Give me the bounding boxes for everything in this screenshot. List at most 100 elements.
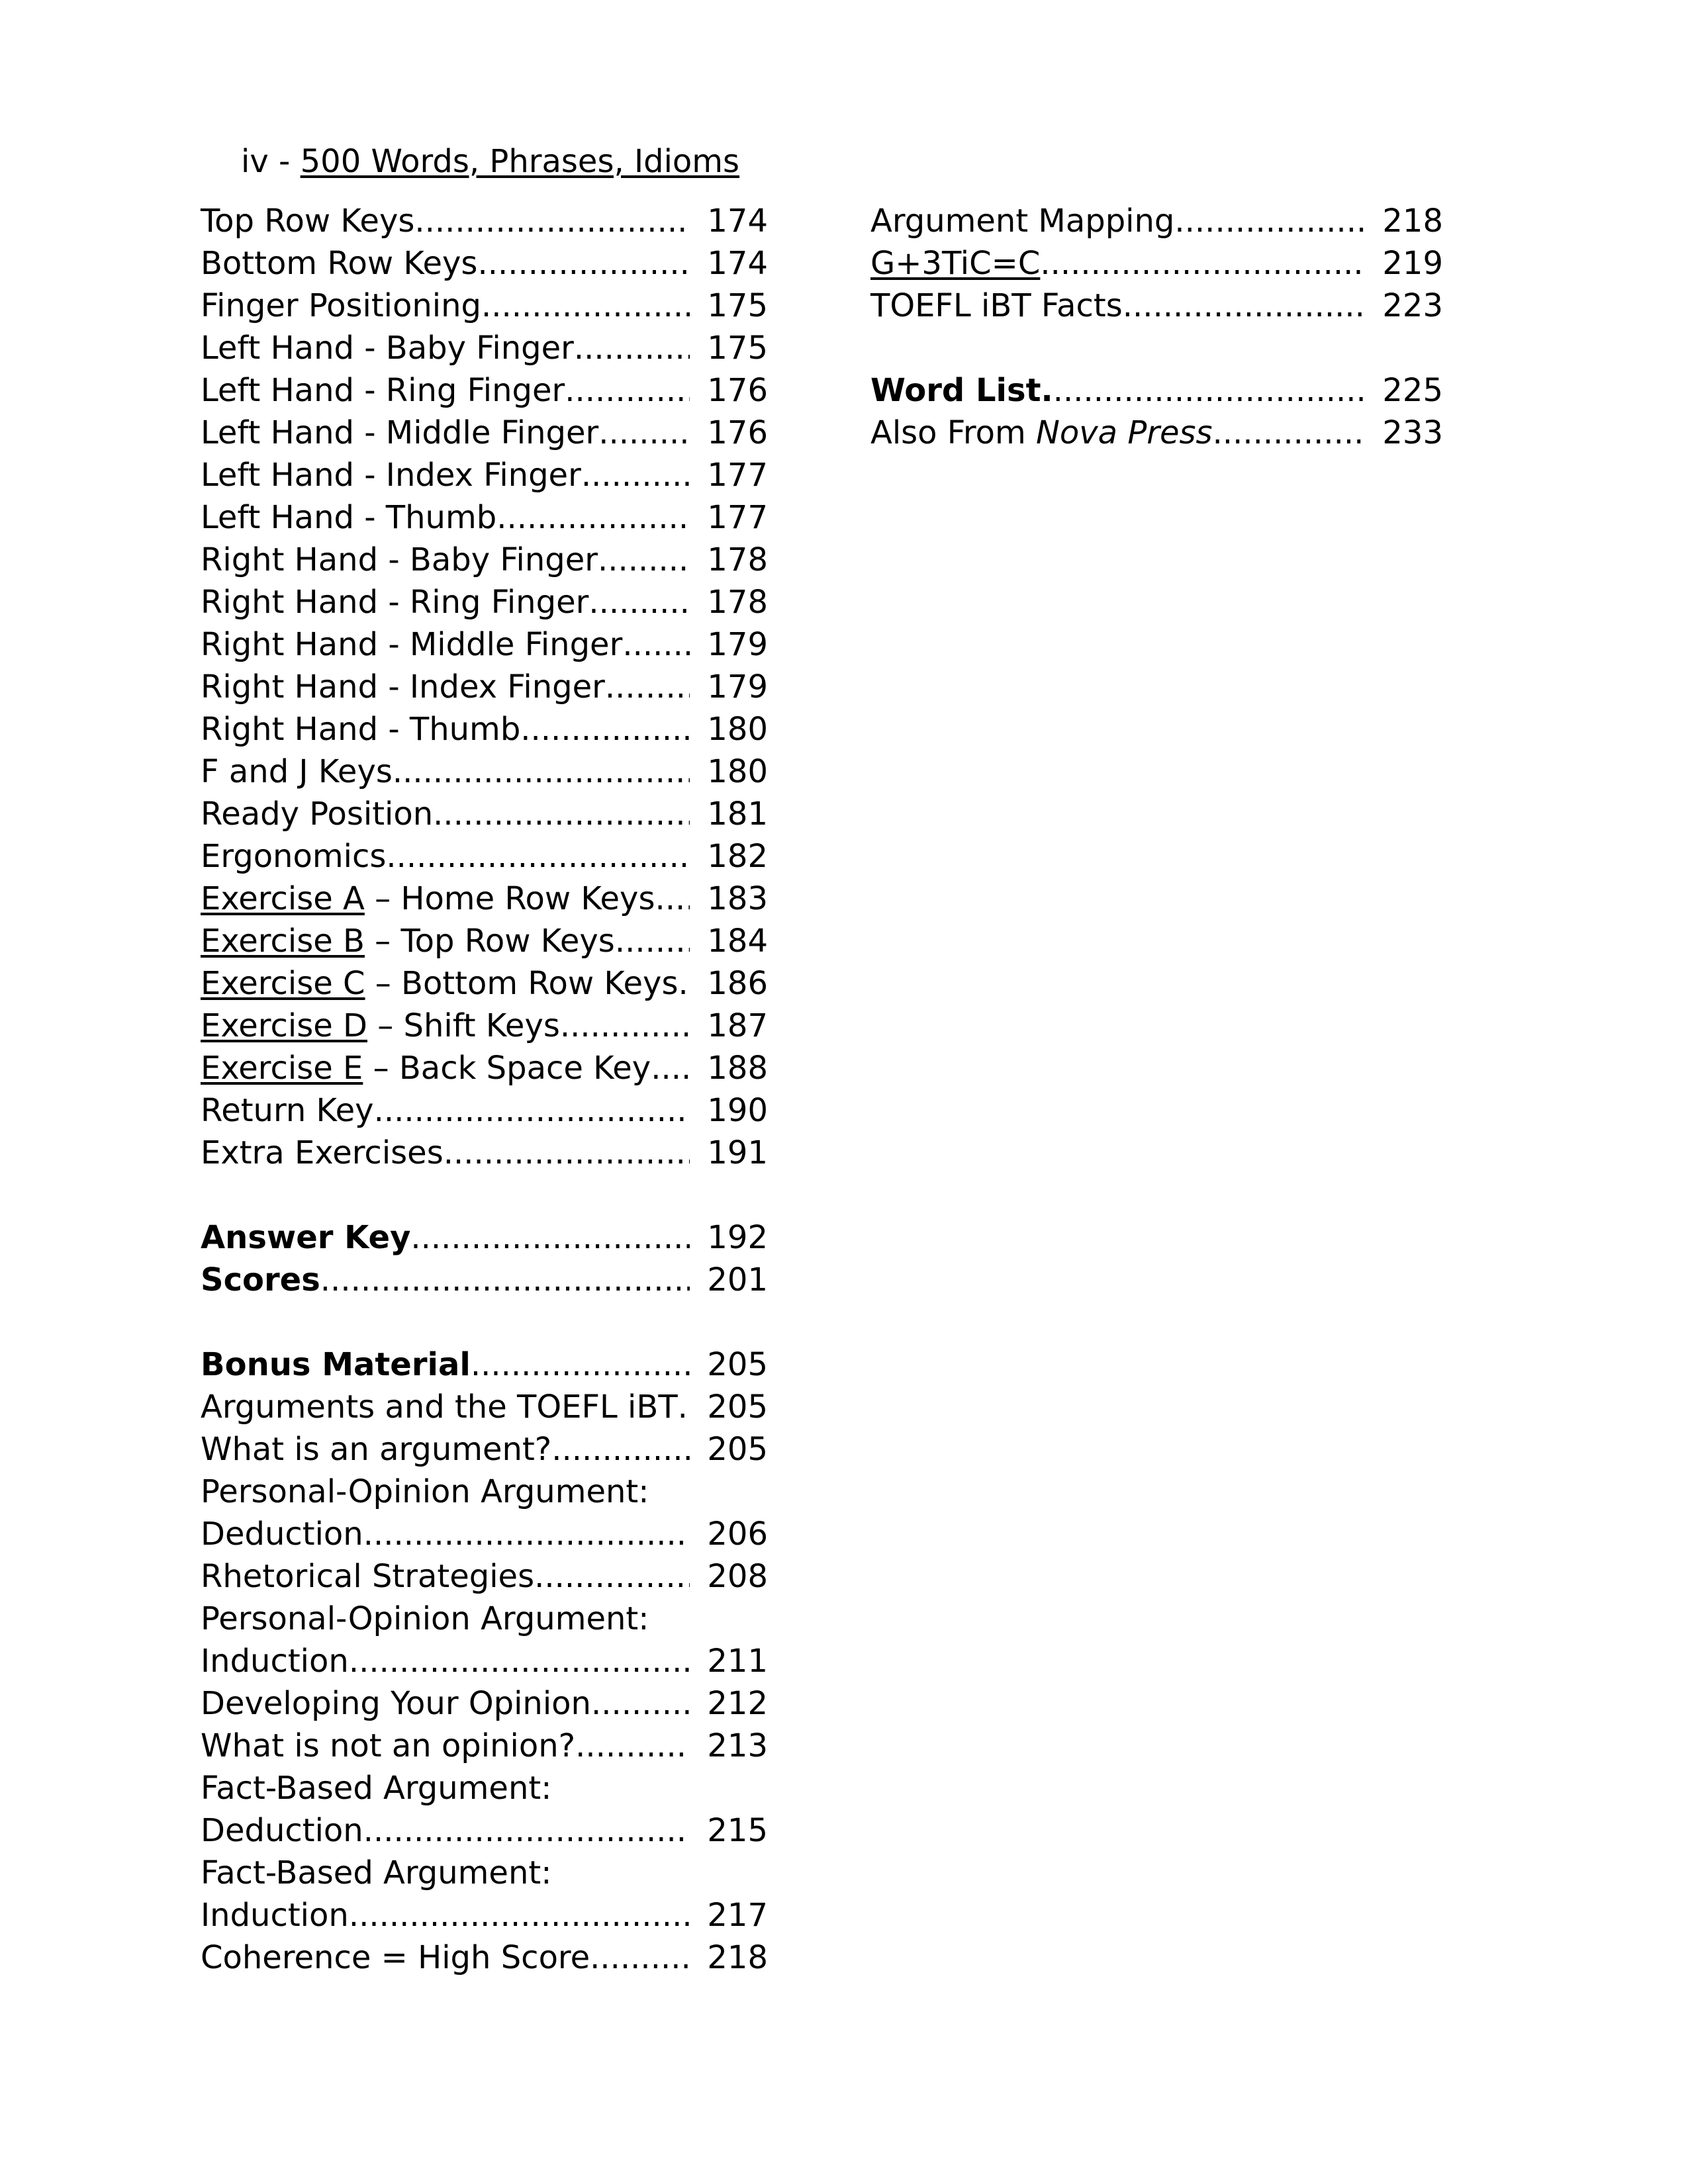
- entry-label: Exercise D – Shift Keys: [201, 1005, 560, 1047]
- toc-entry: Exercise D – Shift Keys.................…: [201, 1005, 768, 1047]
- blank-line: [870, 327, 1443, 369]
- page-number: 178: [707, 541, 768, 578]
- dot-leader: ........................................…: [614, 923, 690, 960]
- entry-label-part: Right Hand - Index Finger: [201, 668, 605, 705]
- entry-label: Induction: [201, 1894, 349, 1936]
- entry-label: Return Key: [201, 1089, 374, 1132]
- entry-label: Rhetorical Strategies: [201, 1555, 534, 1598]
- dot-leader: ........................................…: [565, 372, 690, 409]
- entry-label-part: Deduction: [201, 1516, 363, 1553]
- toc-entry: TOEFL iBT Facts.........................…: [870, 285, 1443, 327]
- dot-leader: ........................................…: [575, 1727, 690, 1764]
- entry-label: Exercise E – Back Space Key: [201, 1047, 651, 1089]
- page-number: 179: [707, 626, 768, 663]
- page-number: 215: [707, 1812, 768, 1849]
- entry-label-part: Fact-Based Argument:: [201, 1854, 552, 1891]
- entry-label: Ready Position: [201, 793, 433, 835]
- page-number: 213: [707, 1727, 768, 1764]
- entry-label-part: Ergonomics: [201, 838, 387, 875]
- dot-leader: ........................................…: [1040, 245, 1366, 282]
- dot-leader: ........................................…: [470, 1346, 690, 1383]
- entry-label: Word List.: [870, 369, 1053, 412]
- entry-label-part: Developing Your Opinion: [201, 1685, 591, 1722]
- page-number: 177: [707, 499, 768, 536]
- toc-entry: Induction...............................…: [201, 1894, 768, 1936]
- dot-leader: ........................................…: [392, 753, 690, 790]
- dot-leader: ........................................…: [588, 584, 690, 621]
- entry-label: Coherence = High Score: [201, 1936, 590, 1979]
- page-number: 188: [707, 1050, 768, 1087]
- entry-label: Extra Exercises: [201, 1132, 444, 1174]
- page-number: 212: [707, 1685, 768, 1722]
- entry-label-part: Rhetorical Strategies: [201, 1558, 535, 1595]
- entry-label-part: TOEFL iBT Facts: [870, 287, 1123, 324]
- toc-entry: Developing Your Opinion.................…: [201, 1682, 768, 1725]
- page-number: 176: [707, 414, 768, 451]
- toc-entry: Personal-Opinion Argument:: [201, 1471, 768, 1513]
- entry-label-part: Arguments and the TOEFL iBT: [201, 1388, 678, 1426]
- entry-label: G+3TiC=C: [870, 242, 1040, 285]
- page-number: 179: [707, 668, 768, 705]
- entry-label-part: – Back Space Key: [363, 1050, 651, 1087]
- entry-label-part: Coherence = High Score: [201, 1939, 590, 1976]
- toc-entry: Right Hand - Middle Finger..............…: [201, 623, 768, 666]
- page-number: 192: [707, 1219, 768, 1256]
- entry-label-part: Fact-Based Argument:: [201, 1770, 552, 1807]
- toc-entry: What is not an opinion?.................…: [201, 1725, 768, 1767]
- page-number: 187: [707, 1007, 768, 1044]
- dot-leader: ........................................…: [1174, 203, 1366, 240]
- entry-label-part: Finger Positioning: [201, 287, 481, 324]
- entry-label: Right Hand - Index Finger: [201, 666, 605, 708]
- dot-leader: ........................................…: [414, 203, 690, 240]
- dot-leader: ........................................…: [481, 287, 690, 324]
- entry-label: Bottom Row Keys: [201, 242, 477, 285]
- toc-entry: Scores..................................…: [201, 1259, 768, 1301]
- dot-leader: ........................................…: [496, 499, 690, 536]
- entry-label: Also From Nova Press: [870, 412, 1213, 454]
- page-number: 225: [1382, 372, 1443, 409]
- entry-label-part: Induction: [201, 1897, 349, 1934]
- dot-leader: ........................................…: [590, 1685, 690, 1722]
- entry-label-part: – Bottom Row Keys: [365, 965, 679, 1002]
- dot-leader: ........................................…: [520, 711, 690, 748]
- dot-leader: ........................................…: [373, 1092, 690, 1129]
- dot-leader: ........................................…: [573, 330, 690, 367]
- dot-leader: ........................................…: [477, 245, 690, 282]
- blank-line: [201, 1301, 768, 1343]
- entry-label: Argument Mapping: [870, 200, 1174, 242]
- toc-entry: Extra Exercises.........................…: [201, 1132, 768, 1174]
- entry-label-part: – Home Row Keys: [364, 880, 655, 917]
- entry-label: Ergonomics: [201, 835, 386, 878]
- page-number: 206: [707, 1516, 768, 1553]
- page-number: 191: [707, 1134, 768, 1171]
- toc-entry: Exercise A – Home Row Keys..............…: [201, 878, 768, 920]
- dot-leader: ........................................…: [1212, 414, 1366, 451]
- entry-label-part: Argument Mapping: [870, 203, 1175, 240]
- entry-label: Top Row Keys: [201, 200, 414, 242]
- dot-leader: ........................................…: [386, 838, 690, 875]
- page-number: 218: [707, 1939, 768, 1976]
- page-number: 205: [707, 1346, 768, 1383]
- entry-label: Left Hand - Ring Finger: [201, 369, 565, 412]
- toc-entry: Induction...............................…: [201, 1640, 768, 1682]
- toc-entry: Top Row Keys............................…: [201, 200, 768, 242]
- entry-label: Induction: [201, 1640, 349, 1682]
- toc-entry: Arguments and the TOEFL iBT.............…: [201, 1386, 768, 1428]
- entry-label-part: Right Hand - Ring Finger: [201, 584, 589, 621]
- entry-label-part: Right Hand - Baby Finger: [201, 541, 598, 578]
- entry-label-part: Left Hand - Ring Finger: [201, 372, 565, 409]
- page-number: 175: [707, 287, 768, 324]
- dot-leader: ........................................…: [363, 1516, 690, 1553]
- toc-entry: Argument Mapping........................…: [870, 200, 1443, 242]
- page-number: 181: [707, 796, 768, 833]
- toc-entry: Left Hand - Baby Finger.................…: [201, 327, 768, 369]
- entry-label-part: Induction: [201, 1643, 349, 1680]
- entry-label-part: Left Hand - Middle Finger: [201, 414, 599, 451]
- entry-label: What is not an opinion?: [201, 1725, 575, 1767]
- entry-label: F and J Keys: [201, 751, 393, 793]
- entry-label: What is an argument?: [201, 1428, 551, 1471]
- page-number: 174: [707, 203, 768, 240]
- entry-label: Right Hand - Ring Finger: [201, 581, 588, 623]
- entry-label-part: Right Hand - Thumb: [201, 711, 521, 748]
- entry-label: Right Hand - Middle Finger: [201, 623, 622, 666]
